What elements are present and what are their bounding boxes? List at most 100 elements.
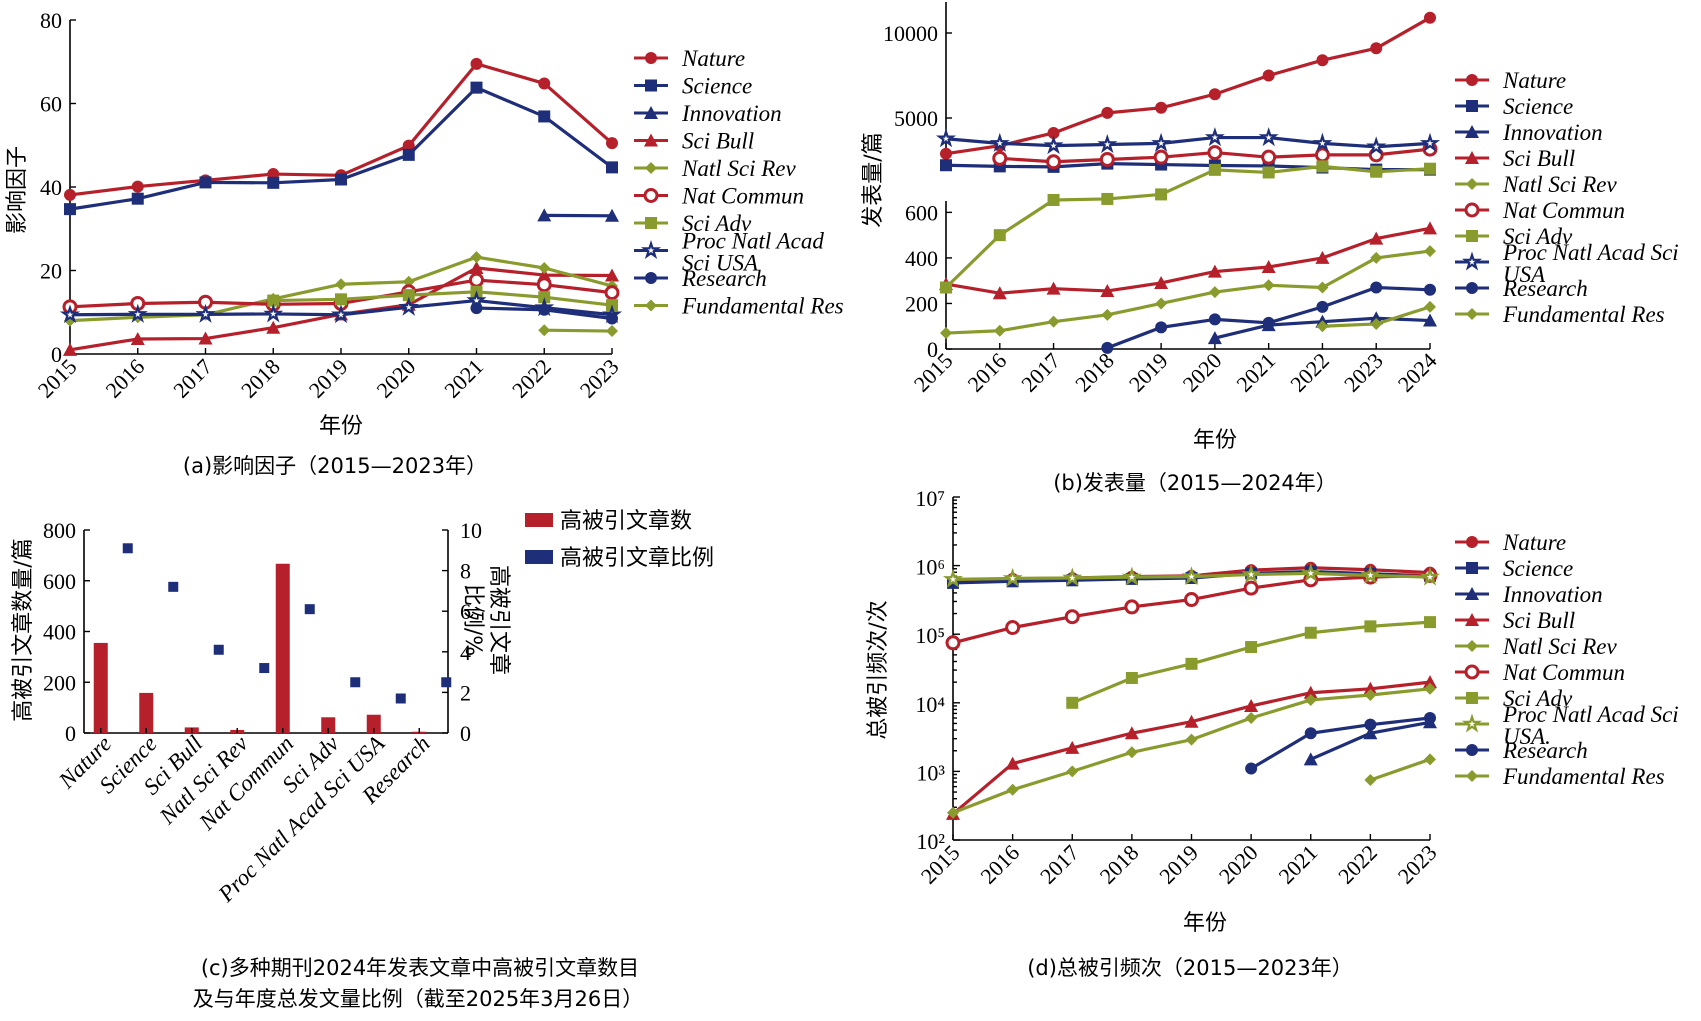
d-series-9-line (1369, 757, 1431, 782)
a-legend-label-2: Innovation (681, 101, 782, 126)
d-series-4-line (952, 687, 1431, 815)
d-x-tick-label: 2023 (1393, 840, 1442, 889)
d-y-tick-label: 10⁴ (915, 692, 945, 717)
a-series-0-point (538, 77, 551, 90)
a-series-9-point (538, 324, 551, 337)
a-series-7-point (195, 303, 216, 323)
a-series-1-point (199, 176, 212, 189)
d-y-tick-label: 10³ (916, 760, 945, 785)
d-legend-label-1: Science (1503, 556, 1573, 581)
b-legend-label-3: Sci Bull (1503, 146, 1575, 171)
a-series-9-line (544, 328, 613, 333)
c-caption-line1: (c)多种期刊2024年发表文章中高被引文章数目 (201, 956, 639, 980)
d-series-4-point (947, 806, 959, 819)
d-legend-label-2: Innovation (1502, 582, 1603, 607)
d-x-tick-label: 2016 (975, 840, 1024, 889)
b-series-6-point (1316, 160, 1329, 173)
c-y2-tick-label: 8 (460, 559, 471, 584)
d-series-6-point (1185, 657, 1198, 670)
b-series-4-point (1316, 281, 1329, 294)
a-series-1-point (131, 192, 144, 205)
b-legend-label-7: Proc Natl Acad Sci USA (1502, 240, 1679, 287)
b-series-0-point (940, 147, 952, 160)
b-x-tick-label: 2018 (1070, 348, 1119, 397)
d-series-7-point (1241, 564, 1262, 584)
d-series-2-point (1363, 726, 1378, 740)
d-series-9-point (1364, 773, 1377, 786)
b-x-tick-label: 2022 (1285, 348, 1334, 397)
d-series-4-point (1245, 712, 1258, 725)
b-series-5-point (1153, 149, 1169, 165)
b-series-6-point (1208, 163, 1221, 176)
c-y2-axis-title: 高被引文章比例/% (460, 565, 511, 675)
d-legend-swatch-marker (1466, 744, 1478, 756)
b-series-6-point (1370, 165, 1383, 178)
b-legend-swatch-marker (1464, 202, 1480, 218)
b-series-8-point (1316, 300, 1329, 313)
a-x-tick-label: 2018 (236, 354, 285, 403)
b-series-3-point (1207, 264, 1222, 278)
d-legend-swatch-marker (1466, 770, 1478, 782)
b-series-7-point (1366, 136, 1387, 156)
a-series-5-point (604, 285, 620, 301)
a-x-tick-label: 2023 (575, 354, 624, 403)
d-series-3-point (1005, 756, 1020, 770)
a-series-0-point (64, 188, 76, 201)
c-ratio-point-0 (122, 543, 133, 554)
b-legend-label-0: Nature (1502, 68, 1566, 93)
d-series-3-point (1303, 685, 1318, 699)
a-legend-label-3: Sci Bull (682, 129, 754, 154)
d-series-7-point (1360, 564, 1381, 585)
b-series-9-point (1424, 300, 1436, 313)
b-series-3-point (992, 286, 1007, 300)
a-legend-label-0: Nature (681, 46, 745, 71)
a-series-5-point (536, 277, 552, 293)
a-series-2-point (605, 208, 619, 222)
a-legend-swatch-marker (645, 79, 657, 92)
d-legend-swatch-marker (1466, 562, 1478, 574)
a-series-9-point (606, 325, 618, 338)
b-legend-swatch-marker (1466, 178, 1478, 190)
a-legend-label-8: Research (681, 266, 767, 291)
a-y-tick-label: 0 (51, 342, 62, 367)
b-x-axis-title: 年份 (1193, 428, 1237, 453)
d-series-4-point (1364, 688, 1377, 701)
b-series-4-point (1262, 279, 1275, 292)
a-x-tick-label: 2019 (304, 354, 353, 403)
b-series-1-point (940, 159, 952, 172)
c-ratio-point-5 (350, 677, 361, 688)
a-series-3-point (198, 331, 213, 345)
c-y2-tick-label: 4 (460, 640, 471, 665)
b-legend-swatch-marker (1465, 125, 1479, 138)
b-series-4-point (1155, 297, 1168, 310)
b-series-6-point (1047, 193, 1060, 206)
d-series-8-point (1245, 762, 1258, 775)
d-legend-label-5: Nat Commun (1502, 660, 1625, 685)
a-series-0-point (606, 137, 618, 150)
a-series-1-point (335, 173, 347, 186)
d-series-7-point (1419, 566, 1441, 586)
b-series-3-line (945, 226, 1431, 295)
d-legend-swatch-marker (1465, 613, 1479, 626)
b-y-tick-label: 5000 (894, 106, 938, 131)
b-series-7-point (1043, 135, 1064, 155)
b-series-0-point (1155, 101, 1168, 114)
d-legend-label-3: Sci Bull (1503, 608, 1575, 633)
b-series-8-point (1208, 313, 1221, 326)
a-series-6-line (273, 290, 613, 307)
b-series-6-point (993, 229, 1006, 242)
b-series-3-point (1315, 250, 1330, 264)
d-series-8-line (1250, 716, 1431, 770)
b-x-tick-label: 2019 (1124, 348, 1173, 397)
b-series-4-point (1047, 315, 1060, 328)
b-series-4-point (1370, 251, 1383, 264)
c-legend-label-1: 高被引文章比例 (560, 546, 714, 571)
b-x-tick-label: 2021 (1231, 348, 1280, 397)
d-series-3-line (951, 680, 1431, 816)
a-series-7-point (330, 304, 352, 324)
d-series-6-point (1424, 616, 1436, 629)
d-legend-label-9: Fundamental Res (1502, 764, 1665, 789)
a-legend-swatch-marker (645, 217, 657, 229)
d-series-3-point (1363, 681, 1378, 695)
b-legend-swatch-marker (1466, 74, 1478, 86)
